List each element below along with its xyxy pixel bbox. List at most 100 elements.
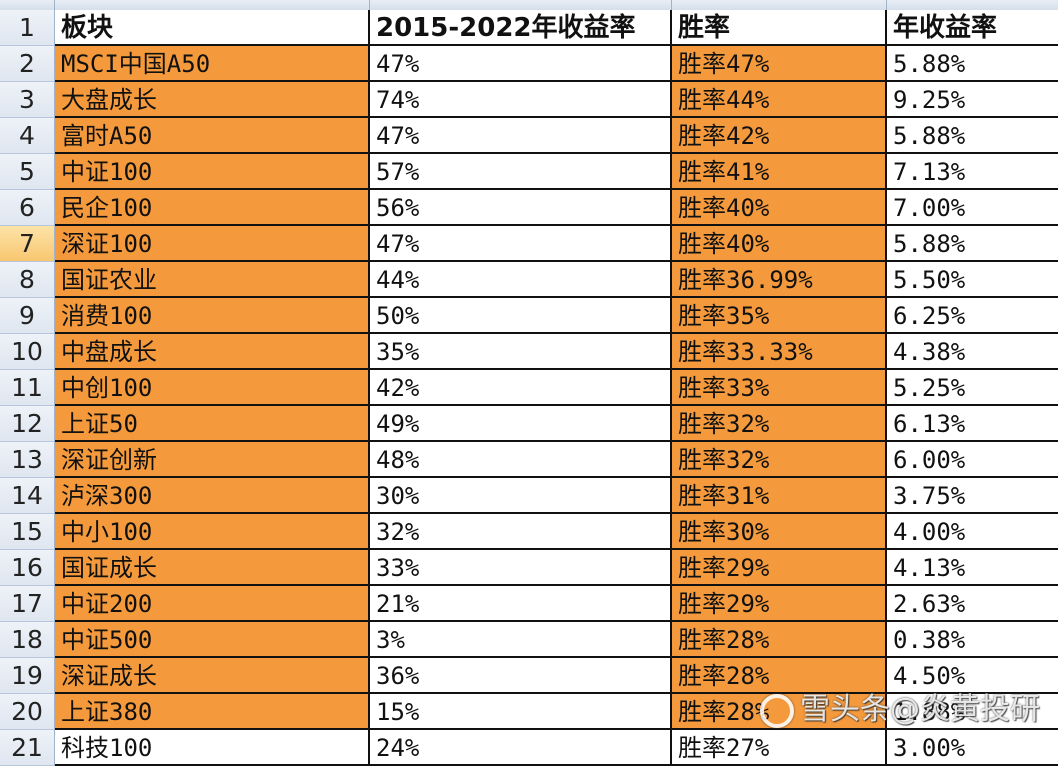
cell-sector[interactable]: 富时A50	[55, 118, 370, 154]
cell-annual-return[interactable]: 3.75%	[887, 478, 1058, 514]
cell-return-2015-2022[interactable]: 47%	[370, 46, 672, 82]
cell-annual-return[interactable]: 7.00%	[887, 190, 1058, 226]
cell-sector[interactable]: 上证50	[55, 406, 370, 442]
cell-annual-return[interactable]: 0.38%	[887, 622, 1058, 658]
cell-annual-return[interactable]: 2.63%	[887, 586, 1058, 622]
cell-annual-return[interactable]: 6.00%	[887, 442, 1058, 478]
row-number[interactable]: 2	[0, 46, 55, 82]
cell-annual-return[interactable]: 5.88%	[887, 46, 1058, 82]
row-number[interactable]: 12	[0, 406, 55, 442]
cell-return-2015-2022[interactable]: 56%	[370, 190, 672, 226]
cell-annual-return[interactable]: 4.50%	[887, 658, 1058, 694]
cell-return-2015-2022[interactable]: 24%	[370, 730, 672, 766]
cell-win-rate[interactable]: 胜率28%	[672, 622, 887, 658]
column-header-b[interactable]	[370, 0, 672, 10]
cell-sector[interactable]: 上证380	[55, 694, 370, 730]
cell-return-2015-2022[interactable]: 47%	[370, 226, 672, 262]
cell-annual-return[interactable]: 4.13%	[887, 550, 1058, 586]
cell-win-rate[interactable]: 胜率42%	[672, 118, 887, 154]
cell-win-rate[interactable]: 胜率32%	[672, 442, 887, 478]
cell-annual-return[interactable]: 5.88%	[887, 226, 1058, 262]
cell-annual-return[interactable]: 9.25%	[887, 82, 1058, 118]
cell-sector[interactable]: 深证成长	[55, 658, 370, 694]
cell-win-rate[interactable]: 胜率29%	[672, 550, 887, 586]
header-cell-return-2015-2022[interactable]: 2015-2022年收益率	[370, 10, 672, 46]
cell-win-rate[interactable]: 胜率32%	[672, 406, 887, 442]
row-number[interactable]: 16	[0, 550, 55, 586]
cell-annual-return[interactable]: 6.25%	[887, 298, 1058, 334]
column-header-c[interactable]	[672, 0, 887, 10]
row-number[interactable]: 18	[0, 622, 55, 658]
row-number[interactable]: 21	[0, 730, 55, 766]
cell-sector[interactable]: 中证500	[55, 622, 370, 658]
row-number[interactable]: 15	[0, 514, 55, 550]
cell-return-2015-2022[interactable]: 33%	[370, 550, 672, 586]
cell-win-rate[interactable]: 胜率44%	[672, 82, 887, 118]
column-header-d[interactable]	[887, 0, 1058, 10]
cell-return-2015-2022[interactable]: 49%	[370, 406, 672, 442]
cell-annual-return[interactable]: 3.00%	[887, 730, 1058, 766]
cell-win-rate[interactable]: 胜率36.99%	[672, 262, 887, 298]
cell-annual-return[interactable]: 5.25%	[887, 370, 1058, 406]
cell-sector[interactable]: 中证100	[55, 154, 370, 190]
cell-annual-return[interactable]: 1.88%	[887, 694, 1058, 730]
cell-return-2015-2022[interactable]: 35%	[370, 334, 672, 370]
cell-sector[interactable]: 深证100	[55, 226, 370, 262]
row-number[interactable]: 10	[0, 334, 55, 370]
row-number[interactable]: 11	[0, 370, 55, 406]
cell-annual-return[interactable]: 6.13%	[887, 406, 1058, 442]
cell-win-rate[interactable]: 胜率29%	[672, 586, 887, 622]
cell-return-2015-2022[interactable]: 21%	[370, 586, 672, 622]
cell-sector[interactable]: 国证农业	[55, 262, 370, 298]
select-all-corner[interactable]	[0, 0, 55, 10]
cell-win-rate[interactable]: 胜率35%	[672, 298, 887, 334]
cell-return-2015-2022[interactable]: 47%	[370, 118, 672, 154]
cell-annual-return[interactable]: 5.88%	[887, 118, 1058, 154]
cell-win-rate[interactable]: 胜率40%	[672, 226, 887, 262]
row-number[interactable]: 3	[0, 82, 55, 118]
cell-sector[interactable]: 大盘成长	[55, 82, 370, 118]
cell-win-rate[interactable]: 胜率28%	[672, 694, 887, 730]
cell-win-rate[interactable]: 胜率47%	[672, 46, 887, 82]
column-header-a[interactable]	[55, 0, 370, 10]
cell-win-rate[interactable]: 胜率40%	[672, 190, 887, 226]
cell-annual-return[interactable]: 4.00%	[887, 514, 1058, 550]
cell-win-rate[interactable]: 胜率33%	[672, 370, 887, 406]
cell-win-rate[interactable]: 胜率30%	[672, 514, 887, 550]
row-number[interactable]: 20	[0, 694, 55, 730]
row-number[interactable]: 4	[0, 118, 55, 154]
cell-annual-return[interactable]: 7.13%	[887, 154, 1058, 190]
row-number[interactable]: 7	[0, 226, 55, 262]
cell-sector[interactable]: MSCI中国A50	[55, 46, 370, 82]
cell-return-2015-2022[interactable]: 44%	[370, 262, 672, 298]
cell-sector[interactable]: 民企100	[55, 190, 370, 226]
row-number[interactable]: 5	[0, 154, 55, 190]
cell-return-2015-2022[interactable]: 30%	[370, 478, 672, 514]
row-number[interactable]: 17	[0, 586, 55, 622]
cell-return-2015-2022[interactable]: 36%	[370, 658, 672, 694]
row-number[interactable]: 9	[0, 298, 55, 334]
cell-return-2015-2022[interactable]: 74%	[370, 82, 672, 118]
cell-sector[interactable]: 中证200	[55, 586, 370, 622]
cell-return-2015-2022[interactable]: 57%	[370, 154, 672, 190]
row-number[interactable]: 14	[0, 478, 55, 514]
cell-return-2015-2022[interactable]: 32%	[370, 514, 672, 550]
row-number[interactable]: 8	[0, 262, 55, 298]
cell-annual-return[interactable]: 5.50%	[887, 262, 1058, 298]
cell-return-2015-2022[interactable]: 50%	[370, 298, 672, 334]
cell-annual-return[interactable]: 4.38%	[887, 334, 1058, 370]
cell-return-2015-2022[interactable]: 48%	[370, 442, 672, 478]
cell-win-rate[interactable]: 胜率33.33%	[672, 334, 887, 370]
row-number[interactable]: 6	[0, 190, 55, 226]
cell-sector[interactable]: 泸深300	[55, 478, 370, 514]
header-cell-annual-return[interactable]: 年收益率	[887, 10, 1058, 46]
header-cell-sector[interactable]: 板块	[55, 10, 370, 46]
cell-sector[interactable]: 国证成长	[55, 550, 370, 586]
cell-win-rate[interactable]: 胜率41%	[672, 154, 887, 190]
cell-sector[interactable]: 中盘成长	[55, 334, 370, 370]
row-number[interactable]: 1	[0, 10, 55, 46]
cell-win-rate[interactable]: 胜率28%	[672, 658, 887, 694]
cell-sector[interactable]: 中小100	[55, 514, 370, 550]
cell-sector[interactable]: 深证创新	[55, 442, 370, 478]
row-number[interactable]: 19	[0, 658, 55, 694]
